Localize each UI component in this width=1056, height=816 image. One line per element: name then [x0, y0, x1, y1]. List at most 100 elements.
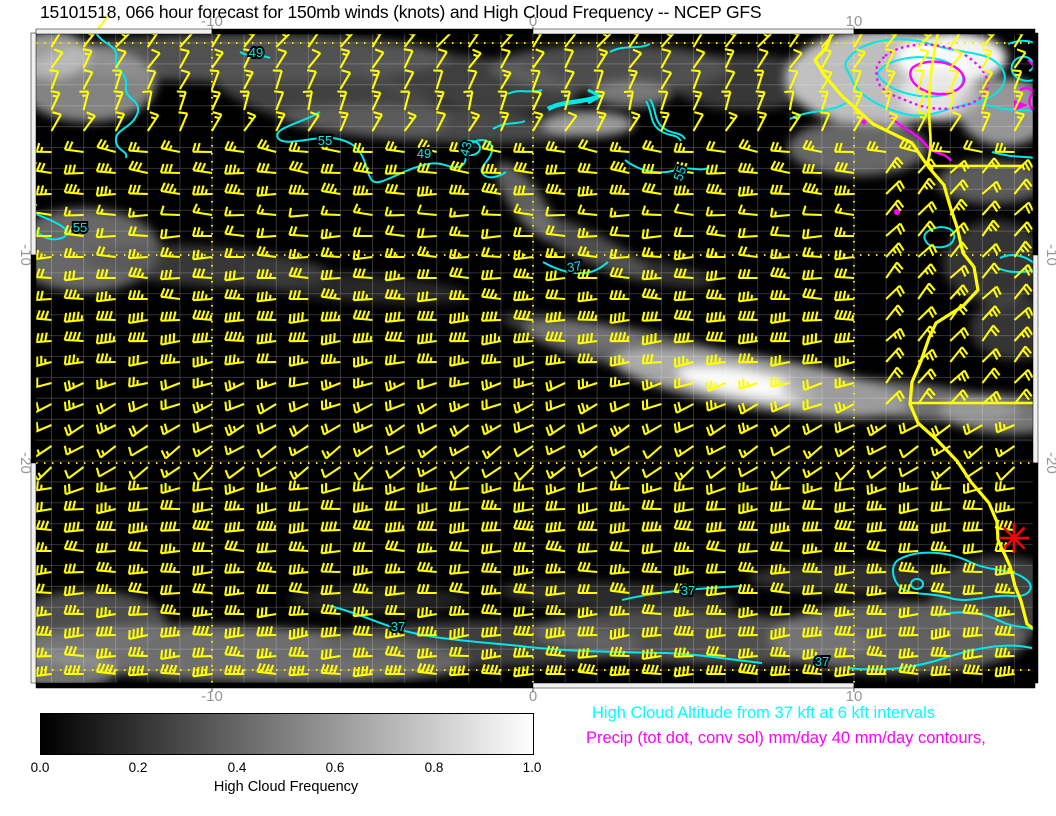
wind-barb: [371, 111, 383, 132]
wind-barb: [545, 400, 566, 412]
wind-barb: [885, 347, 905, 363]
wind-barb: [577, 353, 598, 364]
wind-barb: [63, 521, 84, 533]
wind-barb: [480, 663, 502, 676]
wind-barb: [127, 480, 148, 491]
wind-barb: [949, 303, 968, 321]
wind-barb: [705, 206, 726, 217]
wind-barb: [320, 584, 341, 596]
wind-barb: [191, 332, 213, 344]
wind-barb: [256, 422, 277, 435]
wind-barb: [448, 445, 470, 457]
wind-barb: [994, 501, 1015, 514]
wind-barb: [577, 245, 598, 259]
wind-barb: [545, 140, 566, 154]
wind-barb: [609, 646, 630, 658]
wind-barb: [416, 185, 437, 197]
wind-barb: [448, 501, 469, 513]
wind-barb: [95, 422, 117, 435]
wind-barb: [192, 267, 213, 280]
wind-barb: [224, 380, 245, 392]
wind-barb: [338, 111, 349, 132]
wind-barb: [416, 310, 437, 322]
wind-barb: [801, 269, 822, 281]
wind-barb: [994, 582, 1015, 595]
wind-barb: [1013, 201, 1034, 216]
wind-barb: [192, 161, 213, 175]
wind-barb: [114, 111, 126, 132]
wind-barb: [834, 501, 855, 514]
wind-barb: [36, 142, 52, 154]
wind-barb: [692, 90, 703, 111]
wind-barb: [917, 282, 936, 300]
wind-barb: [949, 346, 969, 363]
wind-barb: [898, 626, 919, 637]
wind-barb: [641, 163, 662, 175]
wind-barb: [63, 563, 84, 574]
wind-barb: [403, 48, 414, 69]
wind-barb: [885, 242, 905, 258]
wind-barb: [980, 111, 991, 132]
wind-barb: [737, 520, 758, 532]
cloud-contour: [991, 151, 1035, 159]
cloud-contour-label: 37: [681, 583, 695, 598]
wind-barb: [930, 627, 951, 641]
cloud-contour: [542, 261, 609, 275]
wind-barb: [833, 185, 855, 196]
wind-barb: [449, 355, 470, 367]
wind-barb: [930, 646, 951, 658]
wind-barb: [737, 561, 758, 574]
wind-barb: [641, 333, 662, 346]
wind-barb: [851, 69, 862, 90]
wind-barb: [577, 482, 598, 494]
wind-barb: [577, 606, 598, 619]
wind-barb: [159, 499, 180, 511]
cloud-contour: [1007, 39, 1035, 82]
wind-barb: [914, 69, 925, 90]
wind-barb: [63, 380, 85, 392]
wind-barb: [288, 445, 309, 457]
wind-barb: [302, 90, 313, 111]
wind-barb: [288, 207, 309, 218]
wind-barb: [95, 185, 116, 197]
wind-barb: [320, 466, 341, 479]
wind-barb: [737, 606, 758, 619]
colorbar-tick: 0.4: [227, 760, 247, 775]
wind-barb: [352, 249, 373, 261]
wind-barb: [705, 288, 726, 301]
wind-barb: [224, 563, 245, 574]
wind-barb: [448, 332, 469, 343]
wind-barb: [512, 625, 534, 637]
wind-barb: [159, 163, 180, 175]
wind-barb: [127, 563, 148, 575]
wind-barb: [274, 90, 285, 111]
wind-barb: [403, 111, 417, 132]
wind-barb: [577, 162, 598, 175]
wind-barb: [384, 224, 405, 238]
wind-barb: [385, 466, 406, 480]
wind-barb: [962, 139, 983, 154]
wind-barb: [113, 90, 124, 111]
wind-barb: [930, 501, 951, 513]
wind-barb: [36, 665, 52, 677]
wind-barb: [769, 665, 790, 677]
wind-barb: [834, 564, 855, 577]
wind-barb: [609, 605, 630, 617]
wind-barb: [705, 311, 726, 323]
border-river: [924, 33, 940, 165]
wind-barb: [577, 584, 598, 595]
wind-barb: [691, 69, 702, 90]
wind-barb: [36, 332, 52, 344]
wind-barb: [256, 269, 277, 280]
wind-barb: [609, 225, 630, 238]
wind-barb: [866, 521, 887, 533]
wind-barb: [63, 445, 85, 456]
wind-barb: [36, 203, 52, 217]
wind-barb: [63, 585, 84, 597]
wind-barb: [417, 445, 438, 459]
wind-barb: [834, 445, 855, 458]
frame-segment-right: [1032, 254, 1039, 464]
wind-barb: [63, 645, 84, 658]
wind-barb: [545, 626, 566, 639]
wind-barb: [176, 90, 187, 111]
